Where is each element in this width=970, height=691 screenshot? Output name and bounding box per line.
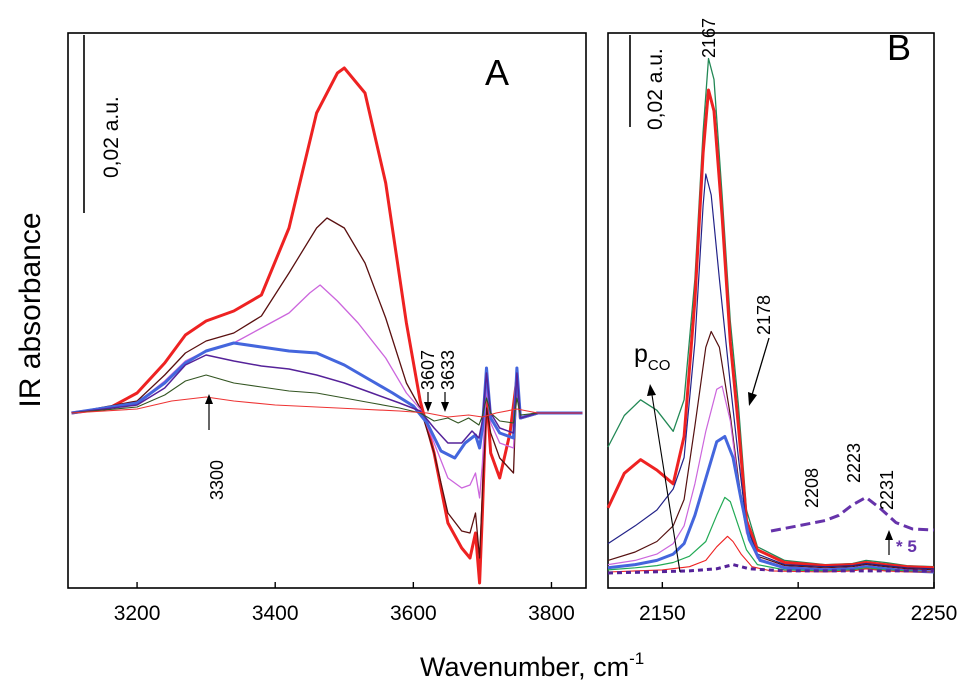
label-3300: 3300 (207, 460, 227, 500)
arrow-3633-head (441, 402, 449, 412)
label-2208: 2208 (802, 468, 822, 508)
label-pco-sub: CO (648, 357, 671, 374)
label-2231: 2231 (877, 470, 897, 510)
label-3607: 3607 (418, 350, 438, 390)
arrow-2178-shaft (751, 337, 770, 396)
x-tick-label-b-2200: 2200 (775, 602, 822, 625)
series-a-s1 (71, 66, 583, 585)
arrow-3607-head (424, 402, 432, 412)
scale-bar-b-label: 0,02 a.u. (644, 48, 667, 130)
series-a-s3 (71, 284, 583, 499)
arrow-2178-head (748, 392, 757, 406)
series-b-t7 (607, 496, 935, 573)
arrow-pco-head (647, 384, 656, 396)
series-a-s2 (71, 217, 583, 559)
arrow-3300-head (205, 394, 213, 404)
series-b-t9 (607, 563, 934, 575)
x-axis-title-text: Wavenumber, cm (420, 652, 629, 682)
x-tick-label-b-2250: 2250 (911, 602, 958, 625)
label-pco-p: p (634, 340, 648, 368)
panel-b-frame (607, 32, 935, 589)
scale-bar-a-label: 0,02 a.u. (100, 96, 123, 178)
x-axis-title: Wavenumber, cm-1 (420, 649, 644, 682)
arrow-x5-head (885, 530, 893, 540)
panel-a-frame (67, 32, 587, 589)
label-pco: pCO (634, 340, 670, 374)
series-a-s7 (71, 396, 583, 418)
series-a-s4 (71, 341, 583, 460)
series-b-t9x5 (770, 495, 935, 533)
series-a-s5 (71, 354, 583, 444)
panel-b-label: B (887, 27, 911, 68)
label-3633: 3633 (438, 350, 458, 390)
label-2167: 2167 (699, 18, 719, 58)
series-a-s6 (71, 374, 583, 426)
panel-a-label: A (485, 52, 509, 93)
x-tick-label-a-3200: 3200 (114, 602, 161, 625)
arrow-pco-shaft (651, 394, 681, 573)
label-times5: * 5 (896, 537, 917, 556)
y-axis-title: IR absorbance (14, 212, 47, 407)
series-b-t6 (607, 435, 935, 574)
series-b-t3 (607, 173, 935, 570)
label-2223: 2223 (844, 443, 864, 483)
label-2178: 2178 (754, 295, 774, 335)
x-tick-label-a-3600: 3600 (390, 602, 437, 625)
series-b-t4 (607, 330, 935, 571)
x-axis-title-sup: -1 (629, 649, 644, 668)
panel-a: 3200 3400 3600 3800 (71, 66, 583, 625)
x-tick-label-b-2150: 2150 (639, 602, 686, 625)
x-tick-label-a-3400: 3400 (252, 602, 299, 625)
x-tick-label-a-3800: 3800 (528, 602, 575, 625)
panel-b: 2150 2200 2250 (606, 57, 958, 625)
